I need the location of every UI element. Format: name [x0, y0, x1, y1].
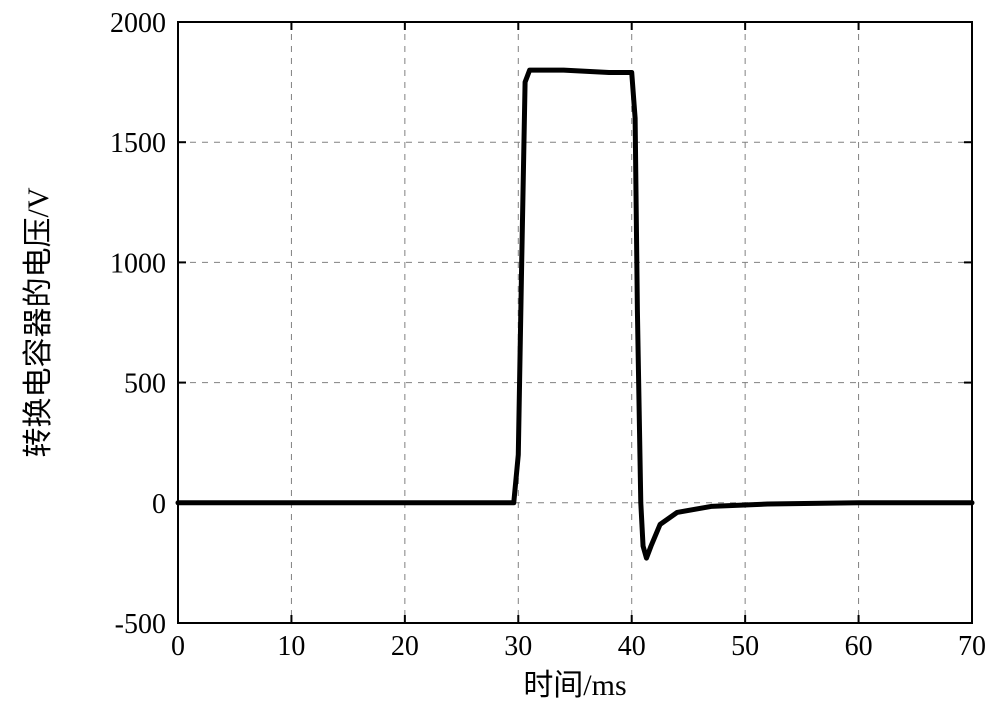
x-tick-label: 40	[618, 631, 646, 662]
x-tick-label: 20	[391, 631, 419, 662]
y-tick-label: 1500	[110, 128, 166, 159]
y-tick-label: 500	[124, 369, 166, 400]
x-tick-label: 10	[277, 631, 305, 662]
x-tick-label: 60	[845, 631, 873, 662]
x-tick-label: 50	[731, 631, 759, 662]
x-tick-label: 70	[958, 631, 986, 662]
chart-svg: 010203040506070-5000500100015002000时间/ms…	[0, 0, 1000, 710]
voltage-time-chart: 010203040506070-5000500100015002000时间/ms…	[0, 0, 1000, 710]
plot-border	[178, 22, 972, 623]
x-tick-label: 0	[171, 631, 185, 662]
y-tick-label: 1000	[110, 248, 166, 279]
y-axis-label: 转换电容器的电压/V	[22, 187, 55, 457]
y-tick-label: 0	[152, 489, 166, 520]
y-tick-label: 2000	[110, 8, 166, 39]
x-axis-label: 时间/ms	[523, 669, 626, 702]
voltage-series-line	[178, 70, 972, 558]
y-tick-label: -500	[115, 609, 166, 640]
x-tick-label: 30	[504, 631, 532, 662]
